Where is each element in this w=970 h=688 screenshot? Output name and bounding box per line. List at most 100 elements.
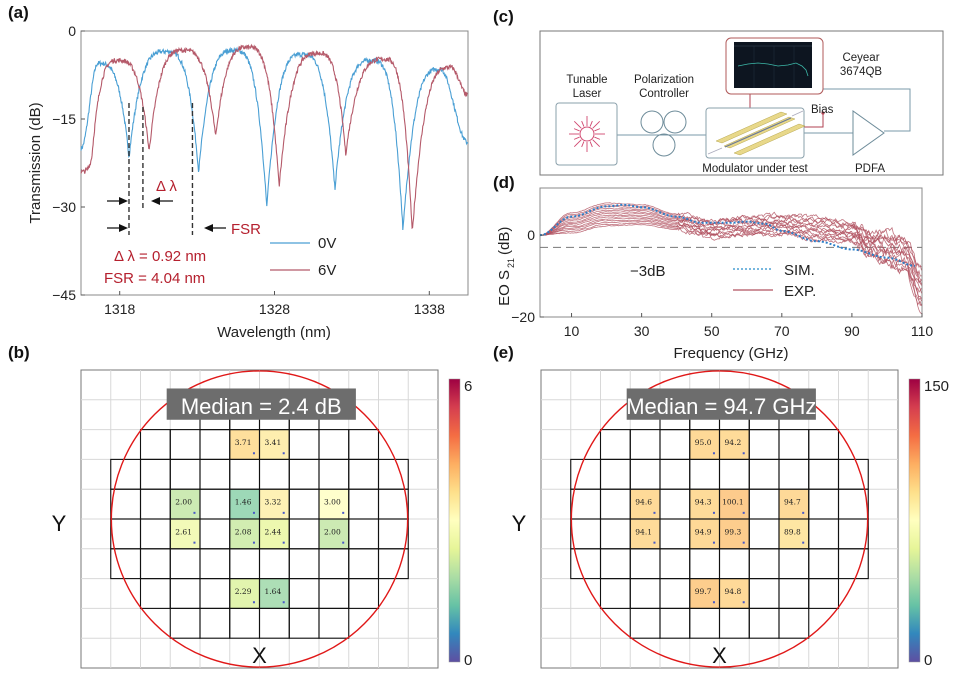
- vna-label-2: 3674QB: [840, 66, 883, 78]
- die-value: 95.0: [695, 438, 712, 447]
- die-cell: [630, 489, 660, 519]
- die-cell: [719, 519, 750, 549]
- plot-d-curves: [539, 202, 922, 314]
- colorbar-max-label: 6: [464, 378, 472, 395]
- colorbar: [908, 378, 921, 663]
- plot-a-legend: 0V 6V: [270, 235, 336, 279]
- die-index-mark: [742, 452, 745, 455]
- x-tick-label: 110: [911, 323, 934, 339]
- die-value: 94.2: [725, 438, 742, 447]
- curve-exp: [540, 209, 922, 282]
- curve-6V: [80, 43, 468, 230]
- die-cell: [719, 578, 750, 609]
- die-index-mark: [252, 452, 255, 455]
- die-cell: [689, 429, 720, 460]
- plot-d-ylabel-main: EO S: [496, 270, 513, 306]
- median-label: Median = 2.4 dB: [181, 394, 342, 419]
- y-tick-label: −30: [52, 199, 76, 215]
- die-index-mark: [802, 541, 805, 544]
- die-cell: [229, 429, 260, 460]
- die-cell: [170, 519, 200, 549]
- plot-a-xlabel: Wavelength (nm): [217, 324, 331, 341]
- x-tick-label: 10: [564, 323, 580, 339]
- die-value: 94.7: [784, 498, 801, 507]
- polarization-controller-label-1: Polarization: [634, 74, 694, 86]
- wafer-y-label: Y: [512, 511, 527, 536]
- die-outline: [837, 548, 869, 580]
- colorbar-min-label: 0: [924, 652, 932, 669]
- die-outline: [377, 548, 409, 580]
- plot-d-legend: SIM. EXP.: [733, 262, 816, 300]
- die-value: 94.3: [695, 498, 712, 507]
- modulator-electrodes-icon: [707, 110, 806, 156]
- x-tick-label: 50: [704, 323, 720, 339]
- vna-screen-icon: [734, 42, 812, 88]
- median-label: Median = 94.7 GHz: [626, 394, 816, 419]
- die-cell: [259, 489, 290, 519]
- die-cell: [259, 578, 290, 609]
- curve-exp: [540, 217, 922, 299]
- die-outline: [808, 578, 840, 609]
- die-value: 3.41: [265, 438, 282, 447]
- die-index-mark: [742, 511, 745, 514]
- plot-a-curves: [80, 43, 469, 231]
- die-value: 100.1: [722, 498, 743, 507]
- panel-c-setup-diagram: Tunable Laser Polarization Controller Mo…: [539, 30, 944, 176]
- curve-exp: [540, 220, 922, 307]
- wafer-x-label: X: [712, 643, 727, 668]
- die-value: 94.9: [695, 527, 712, 536]
- die-index-mark: [712, 511, 715, 514]
- die-value: 1.64: [265, 587, 282, 596]
- delta-lambda-value: Δ λ = 0.92 nm: [114, 248, 206, 265]
- die-value: 94.8: [725, 587, 742, 596]
- wafer-outline: [110, 370, 409, 668]
- median-badge: [626, 388, 816, 420]
- plot-d-xlabel: Frequency (GHz): [673, 345, 788, 362]
- plot-d-ylabel: EO S 21 (dB): [496, 227, 516, 306]
- polarization-controller-label-2: Controller: [639, 88, 689, 100]
- minus-3db-label: −3dB: [630, 263, 665, 280]
- tunable-laser-label-2: Laser: [573, 88, 602, 100]
- y-tick-label: 0: [68, 23, 76, 39]
- die-cell: [319, 489, 349, 519]
- colorbar-min-label: 0: [464, 652, 472, 669]
- die-cell: [259, 429, 290, 460]
- die-index-mark: [342, 511, 345, 514]
- y-tick-label: −20: [511, 309, 535, 325]
- die-index-mark: [282, 511, 285, 514]
- panel-label-b: (b): [8, 343, 30, 362]
- plot-a-ylabel: Transmission (dB): [27, 102, 44, 223]
- plot-d-ylabel-sub: 21: [506, 258, 516, 268]
- die-cell: [779, 489, 809, 519]
- vna-label-1: Ceyear: [842, 52, 879, 64]
- x-tick-label: 70: [774, 323, 790, 339]
- die-cell: [689, 519, 720, 549]
- die-cell: [779, 519, 809, 549]
- arrow-fsr-right: [204, 224, 226, 232]
- plot-a-annotations: Δ λ FSR Δ λ = 0.92 nm FSR = 4.04 nm: [104, 103, 261, 287]
- y-tick-label: 0: [527, 227, 535, 243]
- die-index-mark: [802, 511, 805, 514]
- die-value: 2.29: [235, 587, 252, 596]
- die-value: 94.6: [635, 498, 652, 507]
- curve-sim: [539, 203, 916, 267]
- die-index-mark: [742, 541, 745, 544]
- fsr-label: FSR: [231, 221, 261, 238]
- die-cell: [319, 519, 349, 549]
- die-cell: [229, 578, 260, 609]
- pdfa-label: PDFA: [855, 163, 885, 175]
- plot-a-frame: [80, 30, 469, 296]
- panel-b-wafer-map: 3.71 3.41 2.00 1.46 3.32 3.00 2.61 2.08 2.44 2.00…: [52, 369, 472, 669]
- die-cell: [259, 519, 290, 549]
- die-cell: [689, 578, 720, 609]
- die-index-mark: [282, 452, 285, 455]
- plot-a-ticks: 1318 1328 1338 0 −15 −30 −45: [52, 23, 445, 317]
- laser-starburst-icon: [569, 116, 605, 152]
- panel-label-e: (e): [493, 343, 514, 362]
- curve-exp: [540, 202, 922, 268]
- colorbar: [448, 378, 461, 663]
- colorbar-max-label: 150: [924, 378, 949, 395]
- panel-e-wafer-map: 95.0 94.2 94.6 94.3 100.1 94.7 94.1 94.9 99.3 89.…: [512, 369, 949, 669]
- x-tick-label: 1328: [259, 301, 290, 317]
- die-index-mark: [252, 511, 255, 514]
